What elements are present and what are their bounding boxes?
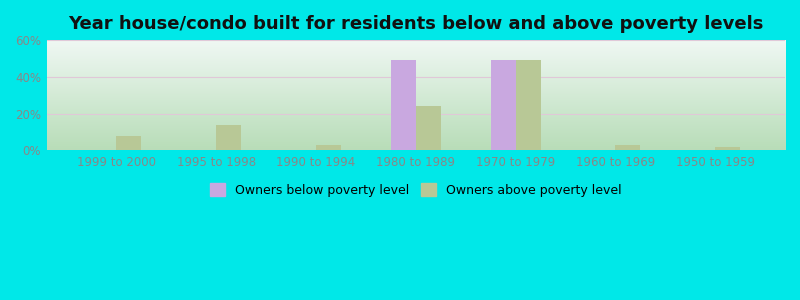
Bar bbox=[416, 106, 441, 150]
Bar bbox=[117, 136, 142, 150]
Legend: Owners below poverty level, Owners above poverty level: Owners below poverty level, Owners above… bbox=[210, 183, 622, 197]
Bar bbox=[490, 60, 515, 150]
Bar bbox=[615, 145, 640, 150]
Bar bbox=[715, 147, 740, 150]
Bar bbox=[216, 124, 241, 150]
Bar bbox=[515, 60, 541, 150]
Title: Year house/condo built for residents below and above poverty levels: Year house/condo built for residents bel… bbox=[68, 15, 763, 33]
Bar bbox=[391, 60, 416, 150]
Bar bbox=[316, 145, 341, 150]
